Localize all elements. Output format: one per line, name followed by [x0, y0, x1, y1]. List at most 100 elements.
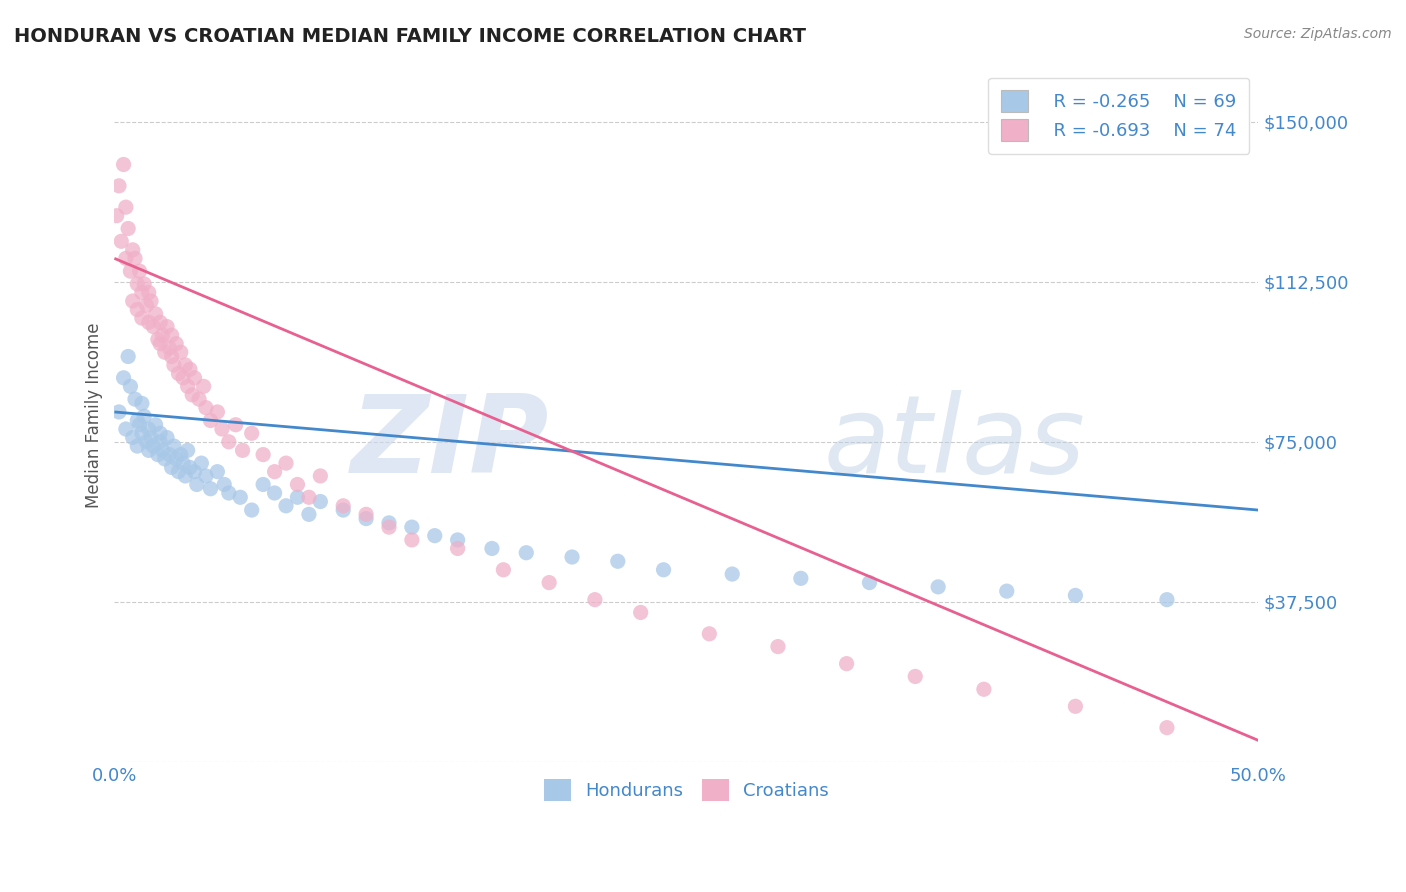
- Point: [121, 431, 143, 445]
- Point: [561, 549, 583, 564]
- Point: [138, 443, 160, 458]
- Point: [149, 426, 172, 441]
- Point: [298, 490, 321, 504]
- Point: [481, 541, 503, 556]
- Point: [156, 319, 179, 334]
- Point: [115, 422, 138, 436]
- Point: [240, 426, 263, 441]
- Point: [134, 277, 156, 291]
- Point: [354, 508, 377, 522]
- Point: [149, 434, 172, 449]
- Point: [423, 529, 446, 543]
- Point: [117, 221, 139, 235]
- Point: [218, 434, 240, 449]
- Point: [145, 417, 167, 432]
- Point: [858, 575, 880, 590]
- Point: [492, 563, 515, 577]
- Point: [697, 627, 720, 641]
- Point: [112, 157, 135, 171]
- Point: [135, 298, 157, 312]
- Point: [138, 422, 160, 436]
- Point: [401, 520, 423, 534]
- Point: [927, 580, 949, 594]
- Text: Source: ZipAtlas.com: Source: ZipAtlas.com: [1244, 27, 1392, 41]
- Point: [583, 592, 606, 607]
- Point: [160, 350, 183, 364]
- Point: [287, 477, 309, 491]
- Point: [176, 443, 198, 458]
- Point: [149, 315, 172, 329]
- Point: [606, 554, 628, 568]
- Point: [1064, 699, 1087, 714]
- Point: [127, 413, 149, 427]
- Point: [193, 379, 215, 393]
- Point: [904, 669, 927, 683]
- Point: [790, 571, 813, 585]
- Point: [145, 307, 167, 321]
- Point: [112, 371, 135, 385]
- Point: [354, 511, 377, 525]
- Point: [287, 490, 309, 504]
- Point: [115, 200, 138, 214]
- Point: [174, 469, 197, 483]
- Point: [120, 379, 142, 393]
- Point: [652, 563, 675, 577]
- Point: [240, 503, 263, 517]
- Point: [183, 371, 205, 385]
- Point: [229, 490, 252, 504]
- Point: [332, 503, 354, 517]
- Point: [149, 336, 172, 351]
- Point: [835, 657, 858, 671]
- Point: [127, 277, 149, 291]
- Point: [157, 448, 180, 462]
- Point: [174, 358, 197, 372]
- Point: [298, 508, 321, 522]
- Point: [134, 409, 156, 424]
- Point: [153, 345, 176, 359]
- Point: [142, 439, 165, 453]
- Point: [120, 264, 142, 278]
- Point: [108, 405, 131, 419]
- Point: [200, 482, 222, 496]
- Point: [378, 516, 401, 530]
- Point: [973, 682, 995, 697]
- Point: [200, 413, 222, 427]
- Point: [127, 302, 149, 317]
- Point: [131, 396, 153, 410]
- Point: [117, 350, 139, 364]
- Point: [167, 465, 190, 479]
- Text: atlas: atlas: [824, 391, 1085, 495]
- Point: [181, 388, 204, 402]
- Point: [170, 448, 193, 462]
- Point: [121, 243, 143, 257]
- Point: [401, 533, 423, 547]
- Point: [167, 367, 190, 381]
- Point: [218, 486, 240, 500]
- Point: [135, 434, 157, 449]
- Point: [446, 541, 468, 556]
- Point: [142, 319, 165, 334]
- Point: [446, 533, 468, 547]
- Point: [188, 392, 211, 406]
- Point: [538, 575, 561, 590]
- Point: [105, 209, 128, 223]
- Point: [721, 567, 744, 582]
- Point: [156, 431, 179, 445]
- Point: [153, 451, 176, 466]
- Point: [274, 499, 297, 513]
- Point: [766, 640, 789, 654]
- Point: [1156, 592, 1178, 607]
- Point: [1064, 588, 1087, 602]
- Point: [165, 451, 187, 466]
- Point: [179, 362, 201, 376]
- Text: HONDURAN VS CROATIAN MEDIAN FAMILY INCOME CORRELATION CHART: HONDURAN VS CROATIAN MEDIAN FAMILY INCOM…: [14, 27, 806, 45]
- Point: [165, 336, 187, 351]
- Point: [332, 499, 354, 513]
- Legend: Hondurans, Croatians: Hondurans, Croatians: [530, 764, 844, 815]
- Point: [179, 460, 201, 475]
- Point: [190, 456, 212, 470]
- Point: [186, 477, 208, 491]
- Point: [194, 401, 217, 415]
- Point: [274, 456, 297, 470]
- Point: [225, 417, 247, 432]
